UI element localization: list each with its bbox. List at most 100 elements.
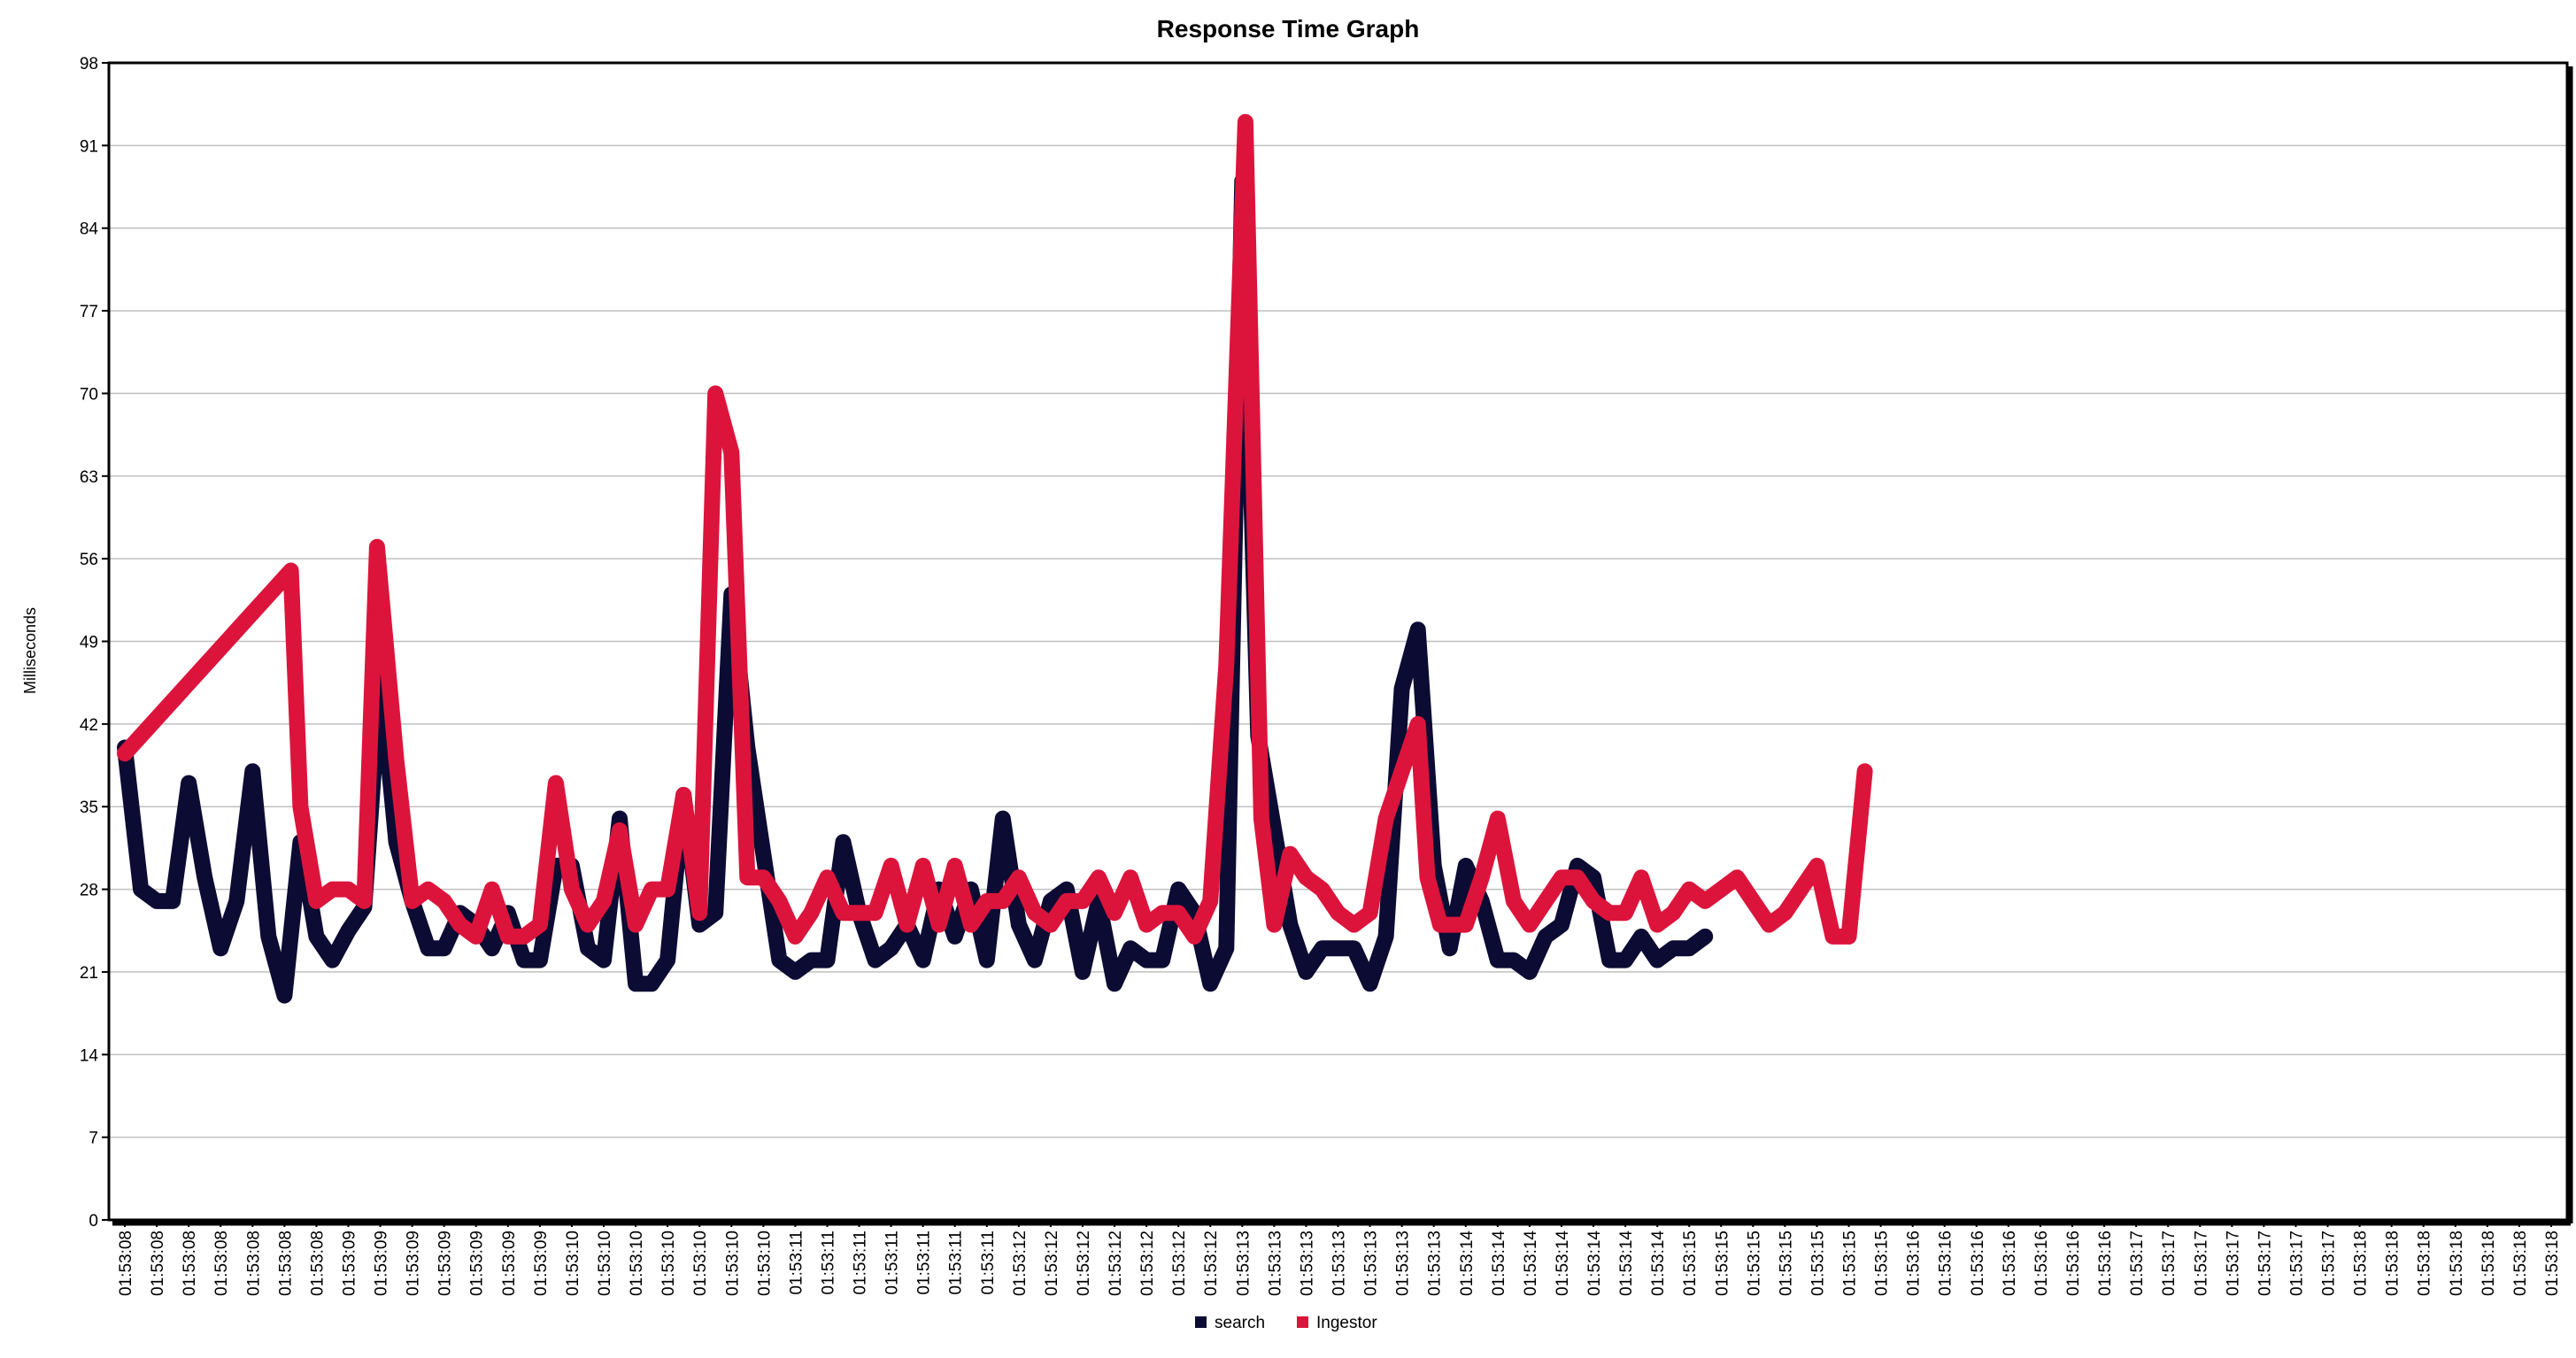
x-tick-label: 01:53:14 [1649,1231,1668,1296]
plot-border [107,61,2569,1222]
x-tick-label: 01:53:18 [2511,1231,2530,1296]
x-tick-label: 01:53:08 [212,1231,231,1296]
x-tick-label: 01:53:08 [244,1231,263,1296]
x-tick-label: 01:53:08 [149,1231,167,1296]
x-tick-label: 01:53:10 [755,1231,774,1296]
x-tick-label: 01:53:18 [2480,1231,2498,1296]
y-tick-label: 21 [80,964,98,983]
x-tick-label: 01:53:18 [2448,1231,2466,1296]
x-tick-label: 01:53:11 [979,1231,998,1295]
y-tick-label: 42 [80,716,98,735]
x-tick-label: 01:53:18 [2543,1231,2562,1296]
x-tick-label: 01:53:17 [2256,1231,2274,1296]
legend: search Ingestor [1195,1314,1377,1332]
x-axis-ticks: 01:53:08 01:53:08 01:53:08 01:53:08 01:53:08… [117,1220,2562,1296]
x-tick-label: 01:53:12 [1202,1231,1221,1296]
x-tick-label: 01:53:09 [468,1231,487,1296]
x-tick-label: 01:53:15 [1777,1231,1795,1296]
x-tick-label: 01:53:17 [2192,1231,2210,1296]
x-tick-label: 01:53:15 [1681,1231,1700,1296]
x-tick-label: 01:53:13 [1394,1231,1413,1296]
x-tick-label: 01:53:13 [1266,1231,1284,1296]
x-tick-label: 01:53:11 [915,1231,934,1295]
y-tick-label: 49 [80,634,98,652]
x-tick-label: 01:53:11 [819,1231,837,1295]
x-tick-label: 01:53:13 [1234,1231,1253,1296]
x-tick-label: 01:53:17 [2160,1231,2179,1296]
x-tick-label: 01:53:16 [1937,1231,1955,1296]
x-tick-label: 01:53:18 [2352,1231,2371,1296]
x-tick-label: 01:53:16 [2064,1231,2083,1296]
x-tick-label: 01:53:10 [723,1231,742,1296]
x-tick-label: 01:53:14 [1554,1231,1572,1296]
x-tick-label: 01:53:09 [373,1231,391,1296]
x-tick-label: 01:53:08 [276,1231,295,1296]
x-tick-label: 01:53:16 [1969,1231,1987,1296]
x-tick-label: 01:53:09 [532,1231,551,1296]
x-tick-label: 01:53:17 [2287,1231,2306,1296]
x-tick-label: 01:53:14 [1585,1231,1604,1296]
y-tick-label: 84 [80,220,99,239]
x-tick-label: 01:53:16 [2032,1231,2051,1296]
x-tick-label: 01:53:08 [181,1231,199,1296]
x-tick-label: 01:53:16 [2096,1231,2115,1296]
x-tick-label: 01:53:11 [787,1231,806,1295]
y-tick-label: 14 [80,1046,99,1065]
y-axis-label: Milliseconds [21,607,39,694]
y-tick-label: 77 [80,303,98,321]
legend-swatch-search [1195,1316,1207,1328]
plot-frame [107,61,2573,1226]
x-tick-label: 01:53:09 [436,1231,455,1296]
x-tick-label: 01:53:08 [117,1231,135,1296]
x-tick-label: 01:53:14 [1458,1231,1477,1296]
x-tick-label: 01:53:10 [659,1231,678,1296]
x-tick-label: 01:53:11 [883,1231,902,1295]
x-tick-label: 01:53:12 [1107,1231,1125,1296]
x-tick-label: 01:53:14 [1522,1231,1540,1296]
x-tick-label: 01:53:16 [2001,1231,2019,1296]
x-tick-label: 01:53:12 [1043,1231,1061,1296]
x-tick-label: 01:53:17 [2320,1231,2339,1296]
x-tick-label: 01:53:11 [947,1231,966,1295]
y-tick-label: 28 [80,882,98,900]
y-tick-label: 63 [80,468,98,487]
x-tick-label: 01:53:16 [1905,1231,1924,1296]
x-tick-label: 01:53:14 [1617,1231,1636,1296]
x-tick-label: 01:53:17 [2224,1231,2242,1296]
x-tick-label: 01:53:09 [405,1231,423,1296]
y-tick-label: 56 [80,551,98,569]
x-tick-label: 01:53:13 [1426,1231,1445,1296]
x-tick-label: 01:53:12 [1170,1231,1189,1296]
series-line-ingestor [117,113,1873,945]
y-tick-label: 70 [80,385,98,404]
y-tick-label: 0 [89,1212,98,1231]
y-axis-ticks: 0 7 14 21 28 35 42 49 56 63 70 77 84 91 98 [80,55,109,1231]
legend-swatch-ingestor [1297,1316,1308,1328]
x-tick-label: 01:53:13 [1298,1231,1316,1296]
x-tick-label: 01:53:15 [1873,1231,1892,1296]
gridlines [109,144,2567,1138]
y-tick-label: 91 [80,137,98,156]
x-tick-label: 01:53:12 [1075,1231,1093,1296]
x-tick-label: 01:53:09 [340,1231,359,1296]
x-tick-label: 01:53:12 [1011,1231,1030,1296]
legend-label-search: search [1215,1314,1265,1332]
x-tick-label: 01:53:18 [2384,1231,2402,1296]
y-tick-label: 98 [80,55,98,73]
x-tick-label: 01:53:11 [852,1231,870,1295]
x-tick-label: 01:53:10 [564,1231,582,1296]
x-tick-label: 01:53:14 [1490,1231,1508,1296]
x-tick-label: 01:53:10 [691,1231,710,1296]
y-tick-label: 35 [80,799,98,817]
x-tick-label: 01:53:10 [628,1231,646,1296]
series-lines [117,113,1873,1004]
legend-label-ingestor: Ingestor [1316,1314,1377,1332]
x-tick-label: 01:53:13 [1362,1231,1381,1296]
x-tick-label: 01:53:15 [1745,1231,1763,1296]
x-tick-label: 01:53:13 [1330,1231,1349,1296]
x-tick-label: 01:53:08 [308,1231,327,1296]
x-tick-label: 01:53:18 [2416,1231,2434,1296]
x-tick-label: 01:53:15 [1841,1231,1860,1296]
x-tick-label: 01:53:10 [596,1231,614,1296]
